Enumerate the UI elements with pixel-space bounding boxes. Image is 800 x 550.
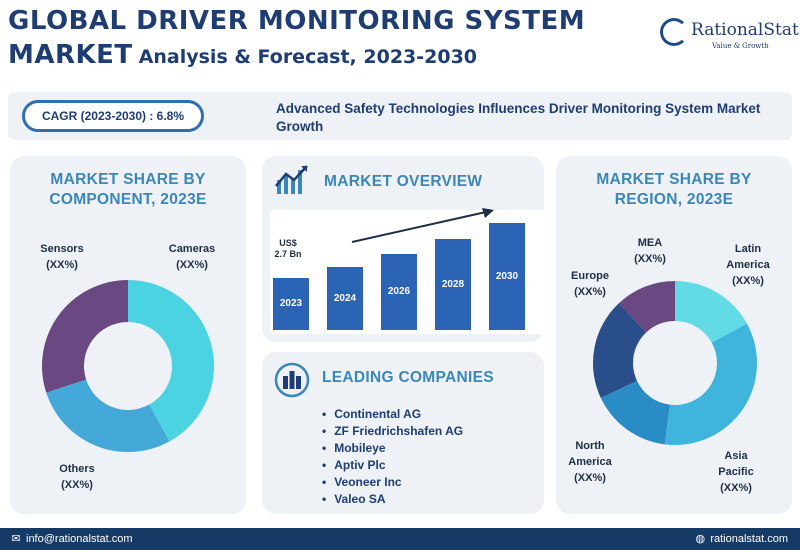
region-label-north-america-value: (XX%) bbox=[574, 472, 606, 484]
page-title-line1: GLOBAL DRIVER MONITORING SYSTEM bbox=[8, 6, 586, 36]
component-label-cameras: Cameras (XX%) bbox=[160, 241, 224, 273]
rationalstat-logo: RationalStat Value & Growth bbox=[660, 16, 799, 56]
footer-email[interactable]: ✉ info@rationalstat.com bbox=[10, 532, 133, 545]
component-label-others-value: (XX%) bbox=[61, 479, 93, 491]
component-slice-cameras bbox=[128, 280, 215, 442]
leading-companies-title: LEADING COMPANIES bbox=[322, 369, 494, 386]
component-slice-others bbox=[46, 379, 170, 452]
company-item: Aptiv Plc bbox=[322, 457, 463, 474]
region-label-mea-name: MEA bbox=[637, 237, 663, 249]
region-slice-asia-pacific bbox=[664, 323, 757, 445]
logo-tagline: Value & Growth bbox=[712, 42, 769, 50]
region-label-europe: Europe (XX%) bbox=[562, 268, 618, 300]
region-label-europe-name: Europe bbox=[571, 270, 609, 282]
component-slice-sensors bbox=[41, 280, 128, 393]
overview-start-value: US$ 2.7 Bn bbox=[270, 238, 306, 260]
company-item: ZF Friedrichshafen AG bbox=[322, 423, 463, 440]
company-item: Continental AG bbox=[322, 406, 463, 423]
region-label-asia-pacific: Asia Pacific (XX%) bbox=[706, 448, 766, 496]
company-item: Mobileye bbox=[322, 440, 463, 457]
cagr-badge: CAGR (2023-2030) : 6.8% bbox=[22, 100, 204, 132]
overview-bar-year-label: 2023 bbox=[279, 298, 303, 309]
overview-bar-2024: 2024 bbox=[327, 267, 363, 330]
region-share-title: MARKET SHARE BY REGION, 2023E bbox=[596, 171, 752, 208]
overview-bar-year-label: 2030 bbox=[495, 270, 519, 282]
component-donut-chart bbox=[41, 280, 215, 452]
overview-bar-2023: 2023 bbox=[273, 278, 309, 330]
component-label-cameras-value: (XX%) bbox=[176, 259, 208, 271]
page-title-line2: MARKET Analysis & Forecast, 2023-2030 bbox=[8, 40, 477, 70]
component-label-cameras-name: Cameras bbox=[168, 243, 216, 255]
region-label-latin-america-value: (XX%) bbox=[732, 275, 764, 287]
region-slice-mea bbox=[618, 281, 675, 333]
component-label-others-name: Others bbox=[59, 463, 95, 475]
growth-chart-icon bbox=[275, 165, 308, 194]
region-label-asia-pacific-value: (XX%) bbox=[720, 482, 752, 494]
page-title-market: MARKET bbox=[8, 40, 133, 70]
banner-headline: Advanced Safety Technologies Influences … bbox=[276, 101, 761, 134]
page-subtitle: Analysis & Forecast, 2023-2030 bbox=[138, 46, 478, 68]
companies-list: Continental AG ZF Friedrichshafen AG Mob… bbox=[322, 406, 463, 508]
region-label-latin-america-name: Latin America bbox=[726, 243, 770, 271]
market-overview-title: MARKET OVERVIEW bbox=[324, 173, 483, 190]
footer-email-text[interactable]: info@rationalstat.com bbox=[26, 533, 133, 545]
region-label-mea: MEA (XX%) bbox=[620, 235, 680, 267]
region-donut-chart bbox=[593, 281, 757, 445]
region-label-latin-america: Latin America (XX%) bbox=[712, 241, 784, 289]
component-label-sensors: Sensors (XX%) bbox=[30, 241, 94, 273]
component-label-sensors-value: (XX%) bbox=[46, 259, 78, 271]
region-label-europe-value: (XX%) bbox=[574, 286, 606, 298]
footer-website-text[interactable]: rationalstat.com bbox=[710, 533, 788, 545]
region-label-north-america: North America (XX%) bbox=[560, 438, 620, 486]
region-slice-north-america bbox=[600, 380, 670, 445]
component-share-title: MARKET SHARE BY COMPONENT, 2023E bbox=[49, 171, 207, 208]
region-label-mea-value: (XX%) bbox=[634, 253, 666, 265]
overview-start-value-amount: 2.7 Bn bbox=[274, 249, 302, 259]
overview-bar-2028: 2028 bbox=[435, 239, 471, 330]
region-slice-latin-america bbox=[675, 281, 747, 343]
overview-bar-year-label: 2024 bbox=[333, 292, 357, 304]
logo-ring-icon bbox=[660, 18, 688, 46]
region-share-panel bbox=[556, 156, 792, 514]
region-label-north-america-name: North America bbox=[568, 440, 612, 468]
region-label-asia-pacific-name: Asia Pacific bbox=[718, 450, 754, 478]
company-item: Valeo SA bbox=[322, 491, 463, 508]
overview-start-value-unit: US$ bbox=[279, 238, 297, 248]
footer-website[interactable]: ◍ rationalstat.com bbox=[694, 532, 788, 545]
company-item: Veoneer Inc bbox=[322, 474, 463, 491]
component-label-others: Others (XX%) bbox=[45, 461, 109, 493]
component-label-sensors-name: Sensors bbox=[40, 243, 84, 255]
overview-bar-2030: 2030 bbox=[489, 223, 525, 330]
summary-banner: CAGR (2023-2030) : 6.8% Advanced Safety … bbox=[8, 92, 792, 140]
growth-trend-arrow-icon bbox=[351, 208, 494, 243]
footer-bar: ✉ info@rationalstat.com ◍ rationalstat.com bbox=[0, 528, 800, 550]
logo-name: RationalStat bbox=[691, 20, 799, 40]
globe-icon: ◍ bbox=[695, 533, 706, 545]
mail-icon: ✉ bbox=[11, 533, 21, 545]
region-slice-europe bbox=[593, 303, 647, 398]
buildings-icon bbox=[274, 362, 310, 398]
overview-bar-year-label: 2028 bbox=[441, 278, 465, 290]
overview-bar-2026: 2026 bbox=[381, 254, 417, 330]
overview-bar-year-label: 2026 bbox=[387, 286, 411, 297]
